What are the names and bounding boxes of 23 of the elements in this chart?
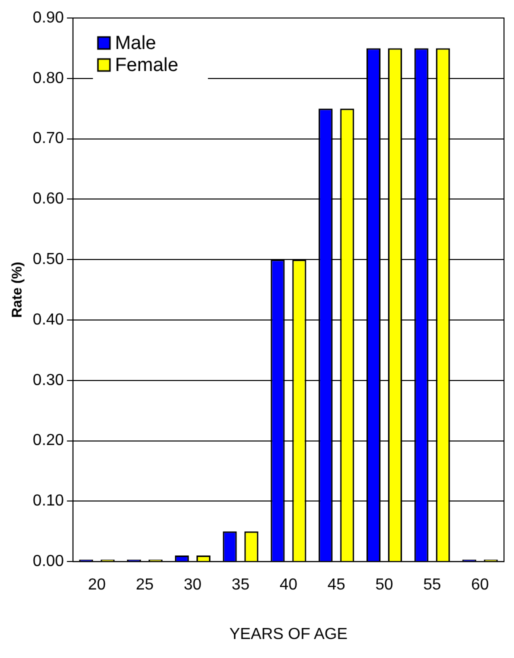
y-tick-label: 0.90 <box>32 9 64 26</box>
x-tick-label: 50 <box>375 576 394 594</box>
y-axis-title: Rate (%) <box>8 262 24 318</box>
x-tick-label: 25 <box>136 576 154 594</box>
x-tick-label: 60 <box>471 576 490 594</box>
x-tick-label: 40 <box>280 576 298 594</box>
legend-label: Female <box>114 55 178 76</box>
x-tick-label: 35 <box>232 576 250 594</box>
y-tick-label: 0.50 <box>32 251 64 268</box>
y-tick-label: 0.60 <box>32 190 64 208</box>
x-tick-label: 45 <box>327 576 346 594</box>
legend-label: Male <box>114 33 156 54</box>
x-tick-label: 20 <box>88 576 106 594</box>
y-tick-label: 0.30 <box>32 372 64 389</box>
x-axis-title: YEARS OF AGE <box>229 626 348 643</box>
y-tick-label: 0.20 <box>32 432 64 450</box>
y-tick-label: 0.10 <box>32 492 64 510</box>
x-tick-label: 30 <box>184 576 202 594</box>
x-tick-label: 55 <box>423 576 442 594</box>
y-tick-label: 0.40 <box>32 311 64 328</box>
y-tick-label: 0.00 <box>32 553 64 570</box>
y-tick-label: 0.70 <box>32 130 64 148</box>
y-tick-label: 0.80 <box>32 70 64 87</box>
